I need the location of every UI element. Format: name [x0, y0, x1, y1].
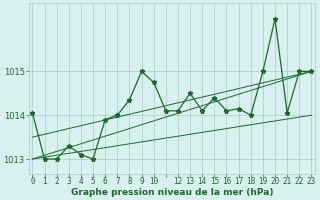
- X-axis label: Graphe pression niveau de la mer (hPa): Graphe pression niveau de la mer (hPa): [71, 188, 273, 197]
